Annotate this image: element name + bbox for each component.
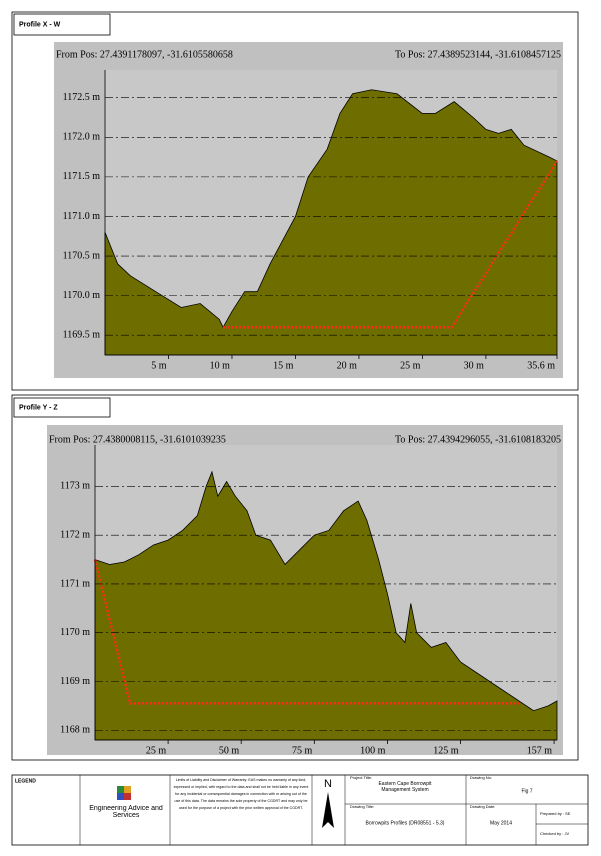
- logo: [124, 793, 131, 800]
- y-tick-label: 1173 m: [60, 481, 90, 492]
- x-tick-label: 75 m: [292, 745, 313, 756]
- from-pos: From Pos: 27.4391178097, -31.6105580658: [56, 49, 233, 60]
- x-tick-label: 5 m: [151, 360, 167, 371]
- x-tick-label: 10 m: [210, 360, 231, 371]
- x-tick-label: 25 m: [146, 745, 167, 756]
- y-tick-label: 1172 m: [60, 530, 90, 541]
- logo: [117, 793, 124, 800]
- x-tick-label: 20 m: [337, 360, 358, 371]
- drawing-no: Fig 7: [521, 788, 532, 794]
- y-tick-label: 1172.5 m: [63, 92, 101, 103]
- field-label: Drawing No:: [470, 775, 492, 780]
- drawing-title: Borrowpits Profiles (DR08551 - 5.3): [366, 820, 445, 826]
- design-line: [93, 559, 519, 705]
- company: Engineering Advice and Services: [89, 805, 163, 819]
- panel-label: Profile X - W: [19, 21, 61, 28]
- x-tick-label: 100 m: [360, 745, 386, 756]
- y-tick-label: 1169 m: [60, 676, 90, 687]
- disclaimer: Limits of Liability and Disclaimer of Wa…: [173, 778, 309, 810]
- y-tick-label: 1168 m: [60, 725, 90, 736]
- terrain-area: [104, 89, 558, 356]
- to-pos: To Pos: 27.4394296055, -31.6108183205: [395, 434, 561, 445]
- legend-label: LEGEND: [15, 778, 36, 784]
- x-tick-label: 50 m: [219, 745, 240, 756]
- panel-label: Profile Y - Z: [19, 404, 58, 411]
- prepared-by: Prepared by : SE: [540, 811, 571, 816]
- north-label: N: [324, 778, 332, 790]
- title-block: LEGEND Engineering Advice and Services L…: [11, 774, 589, 846]
- project-title-text: Eastern Cape Borrowpit Management System: [378, 781, 432, 793]
- frame: [11, 774, 589, 846]
- from-pos: From Pos: 27.4380008115, -31.6101039235: [49, 434, 226, 445]
- drawing-date: May 2014: [490, 820, 512, 826]
- checked-by: Checked by : JV: [540, 831, 569, 836]
- field-label: Drawing Title:: [350, 804, 374, 809]
- design-line: [223, 160, 559, 329]
- panel-tag: [13, 397, 111, 418]
- north-arrow: [322, 792, 334, 828]
- y-tick-label: 1171 m: [60, 578, 90, 589]
- field-label: Project Title:: [350, 775, 372, 780]
- x-tick-label: 25 m: [400, 360, 421, 371]
- y-tick-label: 1172.0 m: [63, 132, 101, 143]
- terrain-area: [94, 470, 558, 741]
- x-tick-label: 15 m: [273, 360, 294, 371]
- x-tick-label: 125 m: [433, 745, 459, 756]
- y-tick-label: 1170.5 m: [63, 250, 101, 261]
- logo: [117, 786, 124, 793]
- panel-tag: [13, 13, 111, 36]
- disclaimer-text: Limits of Liability and Disclaimer of Wa…: [173, 778, 309, 810]
- x-tick-label: 35.6 m: [527, 360, 555, 371]
- y-tick-label: 1171.5 m: [63, 171, 101, 182]
- y-tick-label: 1170.0 m: [63, 290, 101, 301]
- x-tick-label: 30 m: [464, 360, 485, 371]
- field-label: Drawing Date:: [470, 804, 495, 809]
- panel-frame: [11, 11, 579, 391]
- panel-frame: [11, 394, 579, 761]
- to-pos: To Pos: 27.4389523144, -31.6108457125: [395, 49, 561, 60]
- company-name: Engineering Advice and Services: [89, 805, 163, 819]
- y-tick-label: 1170 m: [60, 627, 90, 638]
- project-title: Eastern Cape Borrowpit Management System: [378, 781, 432, 793]
- logo: [124, 786, 131, 793]
- y-tick-label: 1169.5 m: [63, 330, 101, 341]
- x-tick-label: 157 m: [527, 745, 553, 756]
- y-tick-label: 1171.0 m: [63, 211, 101, 222]
